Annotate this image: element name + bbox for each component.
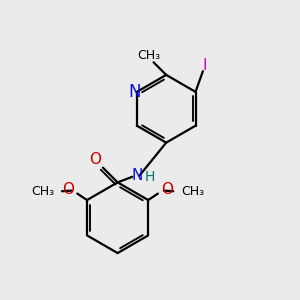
Text: CH₃: CH₃ bbox=[31, 185, 54, 198]
Text: O: O bbox=[88, 152, 101, 167]
Text: O: O bbox=[62, 182, 74, 197]
Text: N: N bbox=[131, 168, 142, 183]
Text: H: H bbox=[145, 170, 155, 184]
Text: O: O bbox=[161, 182, 173, 197]
Text: CH₃: CH₃ bbox=[181, 185, 204, 198]
Text: N: N bbox=[128, 83, 141, 101]
Text: CH₃: CH₃ bbox=[137, 49, 160, 62]
Text: I: I bbox=[203, 58, 208, 73]
